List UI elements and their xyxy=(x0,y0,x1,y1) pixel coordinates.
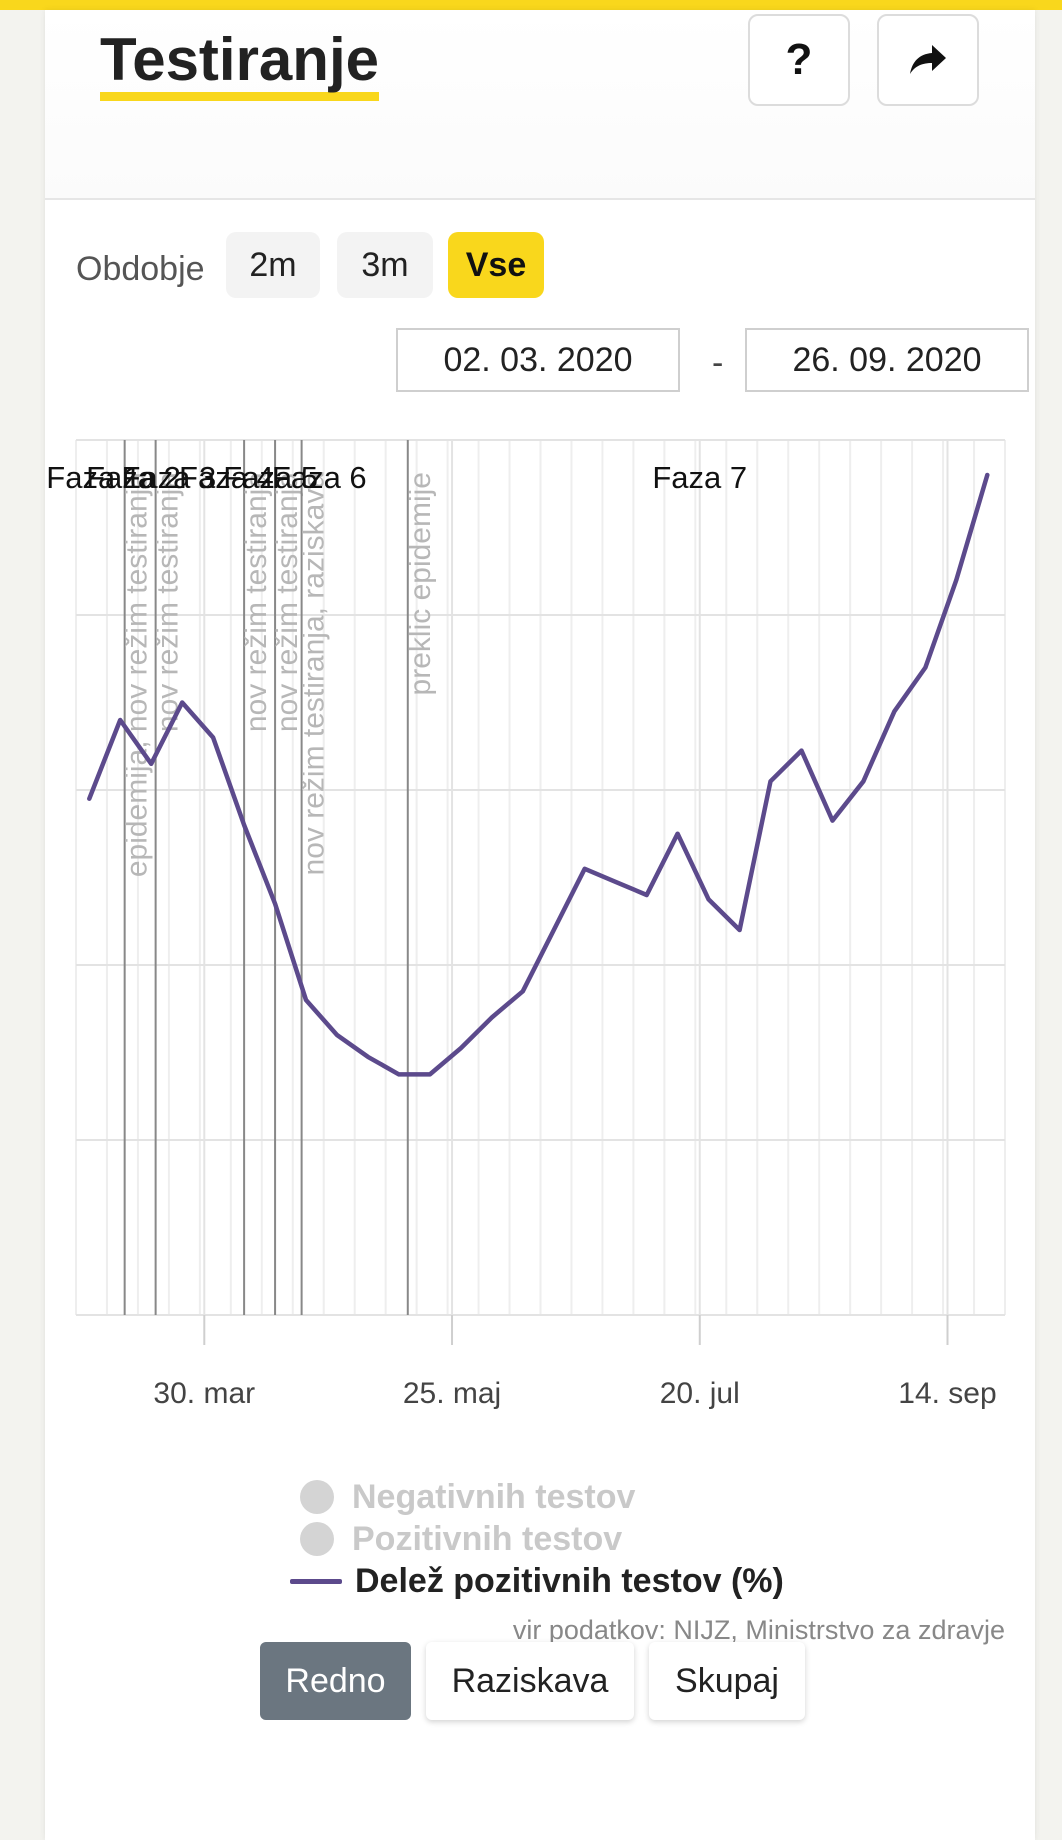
event-label: nov režim testiranja xyxy=(152,472,185,732)
period-all-button[interactable]: Vse xyxy=(448,232,544,298)
legend-dot-icon xyxy=(300,1480,334,1514)
x-tick-label: 20. jul xyxy=(660,1377,740,1410)
data-point xyxy=(242,823,246,827)
share-positive-line-chart: 30. mar 25. maj 20. jul 14. sep epidemija, n… xyxy=(46,439,1006,1410)
data-point xyxy=(737,928,742,932)
data-point xyxy=(273,901,277,906)
legend-item-negative[interactable]: Negativnih testov xyxy=(290,1477,635,1517)
legend-line-icon xyxy=(290,1578,342,1584)
phase-label: Faza 4 xyxy=(179,460,274,495)
page-title: Testiranje xyxy=(100,30,379,101)
data-point xyxy=(366,1055,370,1059)
tab-redno[interactable]: Redno xyxy=(260,1642,411,1720)
data-point xyxy=(582,866,587,871)
help-button[interactable]: ? xyxy=(748,14,850,106)
data-point xyxy=(892,709,897,714)
data-point xyxy=(428,1072,432,1077)
data-point xyxy=(304,998,308,1002)
data-point xyxy=(954,578,959,582)
data-point xyxy=(521,989,525,994)
data-point xyxy=(768,779,773,784)
legend-dot-icon xyxy=(300,1522,334,1556)
event-label: nov režim testiranja, raziskava xyxy=(298,472,331,876)
x-tick-label: 30. mar xyxy=(153,1377,255,1410)
data-point xyxy=(644,893,649,897)
event-label: preklic epidemije xyxy=(404,472,437,695)
legend-label-negative: Negativnih testov xyxy=(352,1477,636,1516)
top-accent-bar xyxy=(0,0,1062,10)
data-point xyxy=(335,1033,339,1037)
data-point xyxy=(985,473,990,477)
data-point xyxy=(397,1072,401,1077)
tab-raziskava[interactable]: Raziskava xyxy=(426,1642,634,1720)
data-point xyxy=(830,818,835,823)
data-point xyxy=(211,735,215,740)
event-label: epidemija, nov režim testiranja xyxy=(121,472,154,877)
date-separator: - xyxy=(712,344,724,382)
date-from-field[interactable]: 02. 03. 2020 xyxy=(396,328,680,392)
data-point xyxy=(613,880,618,884)
tab-skupaj[interactable]: Skupaj xyxy=(649,1642,805,1720)
event-label: nov režim testiranja xyxy=(271,472,304,732)
legend-label-positive: Pozitivnih testov xyxy=(352,1519,623,1558)
data-point xyxy=(861,779,866,784)
share-arrow-icon xyxy=(910,45,946,74)
data-point xyxy=(675,831,680,836)
data-point xyxy=(459,1046,463,1050)
series-line-share-positive xyxy=(87,472,990,1077)
phase-label: Faza 7 xyxy=(652,460,747,495)
legend-item-share[interactable]: Delež pozitivnih testov (%) xyxy=(290,1561,784,1601)
card-header: Testiranje ? xyxy=(45,10,1035,200)
event-label: nov režim testiranja xyxy=(240,472,273,732)
x-tick-label: 14. sep xyxy=(898,1377,996,1410)
data-point xyxy=(180,700,184,705)
x-tick-label: 25. maj xyxy=(403,1377,501,1410)
data-point xyxy=(799,748,804,753)
data-point xyxy=(118,718,123,722)
phase-label: Faza 3 xyxy=(122,460,217,495)
share-button[interactable] xyxy=(877,14,979,106)
data-point xyxy=(87,796,92,801)
phase-label: Faza 5 xyxy=(223,460,318,495)
data-source-note: vir podatkov: NIJZ, Ministrstvo za zdrav… xyxy=(512,1615,1005,1645)
data-point xyxy=(923,665,928,670)
data-point xyxy=(706,897,711,902)
testing-card: Testiranje ? Obdobje 2m 3m Vse 02. 03. 2… xyxy=(45,10,1035,1840)
phase-label: Faza 1 xyxy=(46,460,141,495)
legend-label-share: Delež pozitivnih testov (%) xyxy=(355,1561,784,1600)
period-label: Obdobje xyxy=(76,250,205,288)
phase-label: Faza 2 xyxy=(86,460,181,495)
legend-item-positive[interactable]: Pozitivnih testov xyxy=(290,1519,622,1559)
date-to-field[interactable]: 26. 09. 2020 xyxy=(745,328,1029,392)
data-point xyxy=(490,1015,494,1020)
period-3m-button[interactable]: 3m xyxy=(337,232,433,298)
data-point xyxy=(149,761,154,766)
period-2m-button[interactable]: 2m xyxy=(226,232,320,298)
data-point xyxy=(551,928,556,932)
phase-label: Faza 6 xyxy=(272,460,367,495)
question-mark-icon: ? xyxy=(785,35,813,84)
